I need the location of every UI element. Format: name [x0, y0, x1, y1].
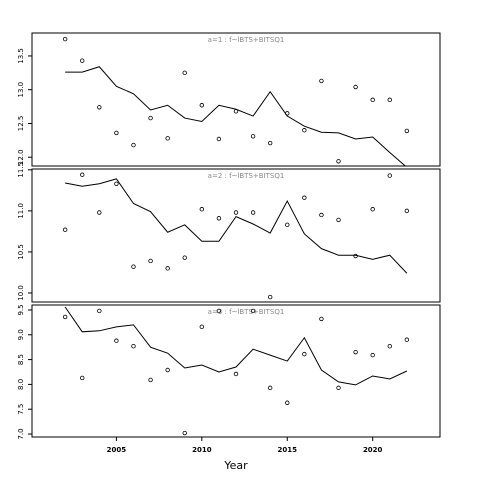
- plot-area: [62, 172, 410, 300]
- x-tick-label: 2015: [278, 446, 298, 454]
- point: [370, 352, 375, 358]
- point: [404, 208, 410, 214]
- plot-area: [62, 36, 410, 166]
- point: [319, 212, 324, 218]
- point: [80, 375, 85, 381]
- point: [250, 308, 256, 314]
- point: [182, 255, 187, 260]
- point: [387, 97, 392, 103]
- point: [285, 222, 290, 228]
- point: [216, 136, 222, 142]
- y-tick-label: 11.5: [17, 162, 25, 178]
- point: [148, 377, 153, 383]
- point: [182, 70, 187, 76]
- y-tick-label: 8.0: [17, 379, 25, 390]
- point: [62, 314, 68, 320]
- y-tick-label: 9.0: [17, 329, 25, 340]
- point: [302, 195, 307, 200]
- point: [165, 136, 170, 141]
- y-tick-label: 7.5: [17, 404, 25, 415]
- point: [131, 343, 136, 349]
- point: [148, 258, 153, 264]
- point: [97, 105, 102, 110]
- y-tick-label: 13.0: [17, 82, 25, 98]
- point: [404, 337, 410, 342]
- point: [319, 316, 324, 322]
- y-tick-label: 13.5: [17, 48, 25, 64]
- point: [148, 115, 153, 121]
- point: [387, 343, 392, 349]
- point: [62, 36, 68, 42]
- plot-area: [62, 306, 410, 436]
- point: [131, 142, 136, 148]
- panel-title: a=3 : f~lBTS+BITSQ1: [208, 308, 285, 316]
- point: [114, 338, 119, 343]
- point: [267, 294, 273, 300]
- point: [199, 324, 205, 330]
- panel-frame: [31, 32, 441, 167]
- point: [216, 308, 222, 314]
- point: [404, 128, 410, 134]
- point: [165, 266, 170, 271]
- x-tick-label: 2010: [192, 446, 212, 454]
- point: [182, 430, 187, 436]
- point: [114, 130, 119, 136]
- point: [97, 308, 102, 314]
- panel-title: a=2 : f~lBTS+BITSQ1: [208, 172, 285, 180]
- panel-frame: [31, 168, 441, 303]
- point: [250, 134, 256, 139]
- y-tick-label: 11.0: [17, 203, 25, 219]
- line: [65, 66, 407, 166]
- point: [199, 103, 205, 108]
- point: [387, 173, 392, 178]
- x-tick-label: 2005: [107, 446, 127, 454]
- y-tick-label: 7.0: [17, 428, 25, 439]
- point: [233, 371, 239, 377]
- x-tick-label: 2020: [363, 446, 383, 454]
- panel-frame: [31, 304, 441, 438]
- point: [336, 385, 341, 391]
- point: [370, 207, 375, 212]
- point: [62, 227, 68, 232]
- point: [80, 58, 85, 63]
- y-tick-label: 9.5: [17, 304, 25, 315]
- point: [267, 385, 273, 391]
- point: [80, 172, 85, 177]
- y-tick-label: 10.5: [17, 244, 25, 260]
- point: [233, 210, 239, 215]
- point: [302, 128, 307, 133]
- y-tick-label: 10.0: [17, 285, 25, 301]
- point: [353, 349, 358, 355]
- point: [216, 216, 222, 221]
- point: [285, 400, 290, 405]
- point: [302, 351, 307, 357]
- y-tick-label: 12.5: [17, 116, 25, 132]
- point: [199, 207, 205, 212]
- point: [336, 217, 341, 223]
- point: [165, 367, 170, 373]
- point: [131, 264, 136, 269]
- y-tick-label: 8.5: [17, 354, 25, 365]
- point: [370, 97, 375, 103]
- line: [64, 306, 408, 386]
- panel-title: a=1 : f~lBTS+BITSQ1: [208, 36, 285, 44]
- point: [114, 181, 119, 186]
- point: [353, 84, 358, 90]
- point: [97, 210, 102, 215]
- point: [336, 159, 341, 164]
- point: [250, 210, 256, 215]
- point: [319, 78, 324, 84]
- y-tick-label: 12.0: [17, 149, 25, 165]
- line: [65, 178, 408, 274]
- point: [267, 140, 273, 146]
- x-axis-label: Year: [223, 459, 248, 472]
